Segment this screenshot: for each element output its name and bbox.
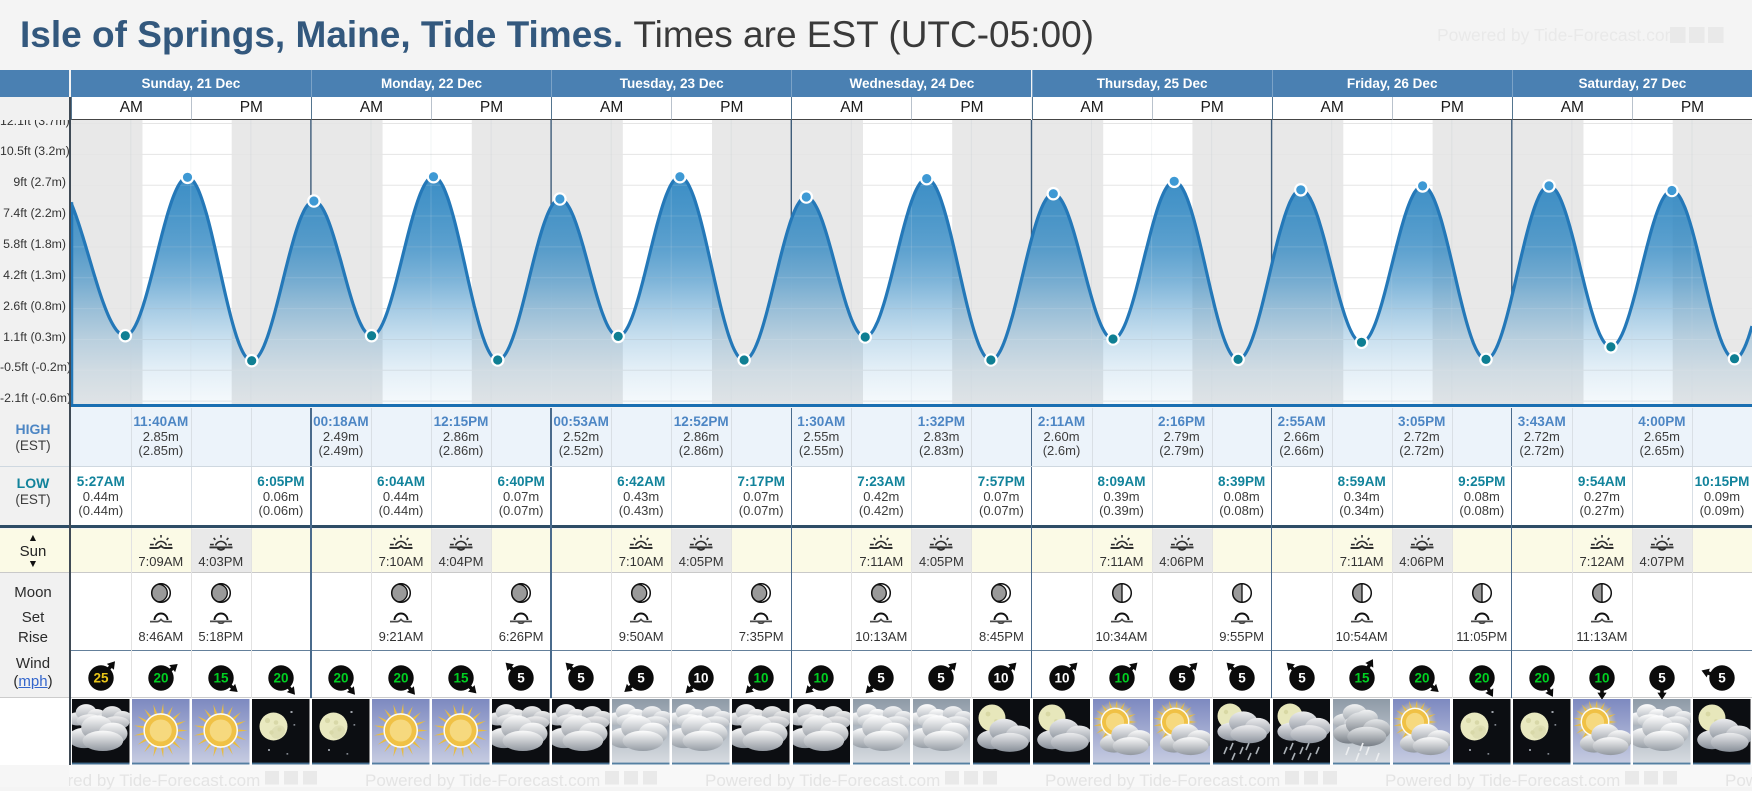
svg-text:5: 5	[878, 671, 886, 686]
svg-text:15: 15	[453, 671, 469, 686]
svg-text:10: 10	[754, 671, 769, 686]
svg-text:10: 10	[1114, 671, 1129, 686]
svg-text:5: 5	[938, 671, 946, 686]
svg-text:20: 20	[333, 671, 348, 686]
svg-text:5: 5	[1718, 671, 1726, 686]
svg-text:20: 20	[1414, 671, 1429, 686]
svg-text:15: 15	[213, 671, 229, 686]
svg-text:20: 20	[393, 671, 408, 686]
svg-text:5: 5	[517, 671, 525, 686]
svg-text:5: 5	[1658, 671, 1666, 686]
svg-text:10: 10	[694, 671, 709, 686]
svg-text:10: 10	[994, 671, 1009, 686]
svg-text:5: 5	[577, 671, 585, 686]
svg-text:15: 15	[1354, 671, 1370, 686]
svg-text:25: 25	[93, 671, 109, 686]
svg-text:20: 20	[153, 671, 168, 686]
svg-text:20: 20	[1474, 671, 1489, 686]
svg-text:10: 10	[814, 671, 829, 686]
svg-text:5: 5	[637, 671, 645, 686]
svg-text:10: 10	[1054, 671, 1069, 686]
svg-text:10: 10	[1594, 671, 1609, 686]
svg-text:20: 20	[273, 671, 288, 686]
svg-text:5: 5	[1178, 671, 1186, 686]
svg-text:5: 5	[1238, 671, 1246, 686]
svg-text:5: 5	[1298, 671, 1306, 686]
svg-text:20: 20	[1534, 671, 1549, 686]
